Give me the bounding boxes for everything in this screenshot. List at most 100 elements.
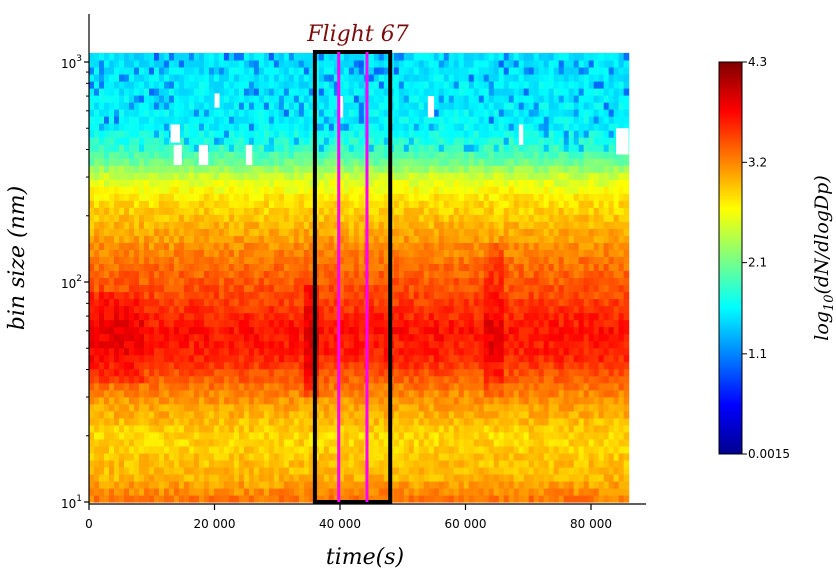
heatmap-cell	[508, 221, 515, 229]
heatmap-cell	[143, 228, 150, 236]
heatmap-cell	[518, 340, 525, 349]
heatmap-cell	[468, 235, 475, 243]
heatmap-cell	[228, 284, 235, 293]
heatmap-cell	[343, 200, 350, 208]
heatmap-cell	[163, 361, 170, 370]
heatmap-cell	[613, 417, 620, 426]
heatmap-cell	[133, 347, 140, 356]
heatmap-cell	[353, 333, 360, 342]
heatmap-cell	[423, 375, 430, 384]
heatmap-cell	[263, 354, 270, 363]
heatmap-cell	[128, 438, 135, 447]
heatmap-cell	[513, 382, 520, 391]
heatmap-cell	[588, 354, 595, 363]
heatmap-cell	[403, 417, 410, 426]
heatmap-cell	[308, 452, 315, 461]
heatmap-cell	[418, 186, 425, 194]
heatmap-cell	[338, 326, 345, 335]
heatmap-cell	[303, 452, 310, 461]
heatmap-cell	[548, 200, 555, 208]
heatmap-cell	[413, 326, 420, 335]
heatmap-cell	[143, 312, 150, 321]
heatmap-cell	[94, 396, 100, 405]
heatmap-cell	[283, 494, 290, 503]
heatmap-cell	[298, 466, 305, 475]
heatmap-cell	[598, 221, 605, 229]
heatmap-cell	[188, 179, 195, 187]
heatmap-cell	[288, 368, 295, 377]
heatmap-cell	[548, 326, 555, 335]
heatmap-cell	[498, 263, 505, 272]
heatmap-cell	[128, 319, 135, 328]
heatmap-cell	[433, 214, 440, 222]
heatmap-cell	[468, 452, 475, 461]
heatmap-cell	[543, 487, 550, 496]
heatmap-cell	[393, 473, 400, 482]
heatmap-cell	[423, 214, 430, 222]
heatmap-cell	[433, 249, 440, 257]
heatmap-cell	[478, 375, 485, 384]
heatmap-cell	[348, 347, 355, 356]
heatmap-cell	[268, 354, 275, 363]
heatmap-cell	[588, 424, 595, 433]
heatmap-cell	[508, 207, 515, 215]
heatmap-cell	[94, 389, 100, 398]
heatmap-cell	[273, 256, 280, 265]
heatmap-cell	[218, 375, 225, 384]
heatmap-cell	[103, 193, 110, 201]
heatmap-cell	[533, 347, 540, 356]
heatmap-cell	[543, 410, 550, 419]
heatmap-cell	[483, 228, 490, 236]
heatmap-cell	[283, 438, 290, 447]
heatmap-cell	[89, 473, 95, 482]
heatmap-cell	[503, 319, 510, 328]
heatmap-cell	[253, 179, 260, 187]
heatmap-cell	[253, 284, 260, 293]
heatmap-cell	[133, 193, 140, 201]
heatmap-cell	[283, 452, 290, 461]
heatmap-cell	[158, 256, 165, 265]
heatmap-cell	[178, 473, 185, 482]
heatmap-cell	[353, 354, 360, 363]
heatmap-cell	[188, 207, 195, 215]
heatmap-cell	[223, 389, 230, 398]
heatmap-cell	[208, 179, 215, 187]
heatmap-cell	[588, 494, 595, 503]
heatmap-cell	[228, 389, 235, 398]
heatmap-cell	[588, 396, 595, 405]
heatmap-cell	[573, 298, 580, 307]
heatmap-cell	[203, 375, 210, 384]
heatmap-cell	[103, 326, 110, 335]
heatmap-cell	[103, 256, 110, 265]
heatmap-cell	[288, 214, 295, 222]
heatmap-cell	[89, 410, 95, 419]
heatmap-cell	[398, 186, 405, 194]
heatmap-cell	[458, 487, 465, 496]
heatmap-cell	[213, 487, 220, 496]
heatmap-cell	[213, 200, 220, 208]
heatmap-cell	[94, 200, 100, 208]
heatmap-cell	[578, 382, 585, 391]
heatmap-cell	[578, 473, 585, 482]
heatmap-cell	[423, 417, 430, 426]
heatmap-cell	[258, 298, 265, 307]
heatmap-cell	[473, 466, 480, 475]
heatmap-cell	[333, 228, 340, 236]
heatmap-cell	[348, 382, 355, 391]
heatmap-cell	[518, 445, 525, 454]
heatmap-cell	[223, 347, 230, 356]
heatmap-cell	[548, 480, 555, 489]
heatmap-cell	[438, 403, 445, 412]
heatmap-cell	[348, 403, 355, 412]
heatmap-cell	[378, 368, 385, 377]
heatmap-cell	[318, 249, 325, 257]
heatmap-cell	[173, 438, 180, 447]
heatmap-cell	[168, 319, 175, 328]
heatmap-cell	[578, 312, 585, 321]
heatmap-cell	[103, 480, 110, 489]
heatmap-cell	[89, 438, 95, 447]
heatmap-cell	[578, 256, 585, 265]
heatmap-cell	[348, 480, 355, 489]
heatmap-cell	[493, 452, 500, 461]
heatmap-cell	[298, 242, 305, 250]
